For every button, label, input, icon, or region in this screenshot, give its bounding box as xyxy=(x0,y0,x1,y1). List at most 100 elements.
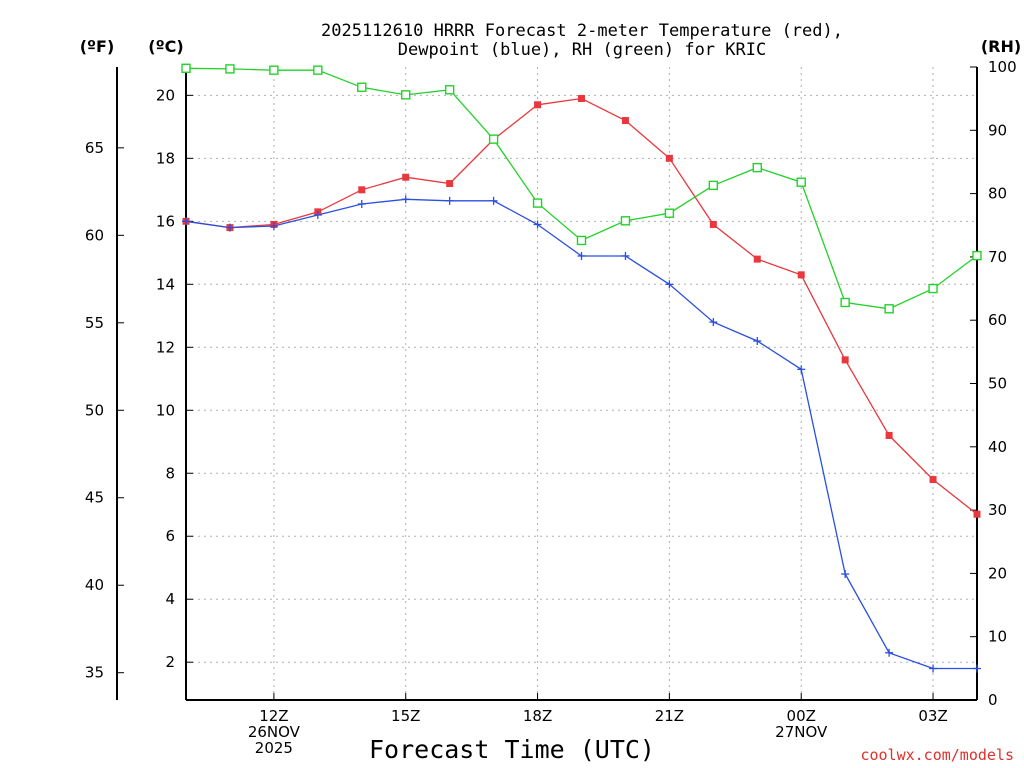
celsius-tick-label: 6 xyxy=(165,527,175,545)
x-tick-label: 26NOV xyxy=(248,723,301,741)
temperature-point xyxy=(402,173,410,181)
rh-tick-label: 60 xyxy=(988,311,1007,329)
dewpoint-point xyxy=(841,570,850,579)
fahrenheit-unit-label: (ºF) xyxy=(80,37,115,56)
temperature-point xyxy=(797,271,805,279)
celsius-tick-label: 8 xyxy=(165,464,175,482)
fahrenheit-tick-label: 45 xyxy=(85,489,104,507)
temperature-point xyxy=(709,220,717,228)
rh-tick-label: 80 xyxy=(988,185,1007,203)
dewpoint-point xyxy=(621,251,630,260)
rh-tick-label: 90 xyxy=(988,121,1007,139)
rh-tick-label: 100 xyxy=(988,58,1017,76)
temperature-point xyxy=(885,431,893,439)
dewpoint-point xyxy=(797,365,806,374)
celsius-tick-label: 16 xyxy=(156,212,175,230)
x-tick-label: 12Z xyxy=(259,707,288,725)
relative-humidity-point xyxy=(488,134,499,144)
dewpoint-point xyxy=(357,199,366,208)
relative-humidity-point xyxy=(181,63,191,73)
relative-humidity-point xyxy=(972,250,982,261)
relative-humidity-point xyxy=(928,283,938,294)
relative-humidity-point xyxy=(444,85,455,95)
temperature-point xyxy=(358,186,366,194)
temperature-point xyxy=(753,255,761,263)
relative-humidity-point xyxy=(357,82,367,92)
celsius-tick-label: 12 xyxy=(156,338,175,356)
celsius-tick-label: 2 xyxy=(165,653,175,671)
axes: 2 4 6 8 10 12 14 16 18 20 35 40 45 50 55 60 65 0 10 20 30 40 5… xyxy=(85,58,1017,757)
fahrenheit-tick-label: 50 xyxy=(85,401,104,419)
dewpoint-point xyxy=(489,196,498,205)
temperature-point xyxy=(621,117,629,125)
x-tick-label: 27NOV xyxy=(775,723,828,741)
x-tick-label: 21Z xyxy=(655,707,684,725)
relative-humidity-point xyxy=(620,216,631,226)
celsius-unit-label: (ºC) xyxy=(148,37,183,56)
celsius-tick-label: 10 xyxy=(156,401,175,419)
fahrenheit-tick-label: 40 xyxy=(85,576,104,594)
temperature-point xyxy=(841,356,849,364)
dewpoint-point xyxy=(445,196,454,205)
relative-humidity-point xyxy=(401,90,411,100)
dewpoint-point xyxy=(269,222,278,231)
temperature-point xyxy=(446,180,454,188)
dewpoint-point xyxy=(533,220,542,229)
rh-tick-label: 0 xyxy=(988,691,998,709)
rh-tick-label: 40 xyxy=(988,438,1007,456)
celsius-tick-label: 20 xyxy=(156,86,175,104)
x-tick-label: 15Z xyxy=(391,707,420,725)
temperature-point xyxy=(578,94,585,102)
relative-humidity-point xyxy=(225,64,235,74)
fahrenheit-tick-label: 55 xyxy=(85,314,104,332)
credit-link[interactable]: coolwx.com/models xyxy=(860,746,1014,764)
rh-tick-label: 50 xyxy=(988,375,1007,393)
rh-tick-label: 30 xyxy=(988,501,1007,519)
fahrenheit-tick-label: 60 xyxy=(85,226,104,244)
temperature-point xyxy=(973,510,981,518)
dewpoint-point xyxy=(929,664,938,673)
dewpoint-point xyxy=(665,280,674,289)
celsius-tick-label: 4 xyxy=(165,590,175,608)
dewpoint-point xyxy=(313,211,322,220)
relative-humidity-point xyxy=(313,65,323,75)
celsius-tick-label: 14 xyxy=(156,275,175,293)
dewpoint-point xyxy=(709,318,718,327)
relative-humidity-point xyxy=(269,65,279,75)
dewpoint-point xyxy=(401,195,410,204)
dewpoint-point xyxy=(973,664,981,673)
rh-tick-label: 70 xyxy=(988,248,1007,266)
relative-humidity-point xyxy=(532,198,543,208)
relative-humidity-point xyxy=(752,162,762,173)
rh-tick-label: 20 xyxy=(988,564,1007,582)
relative-humidity-point xyxy=(576,235,587,246)
relative-humidity-point xyxy=(796,177,806,187)
temperature-point xyxy=(665,154,673,162)
rh-tick-label: 10 xyxy=(988,628,1007,646)
fahrenheit-tick-label: 35 xyxy=(85,664,104,682)
x-tick-label: 2025 xyxy=(255,739,293,757)
dewpoint-point xyxy=(225,223,234,232)
temperature-point xyxy=(534,101,542,109)
fahrenheit-tick-label: 65 xyxy=(85,139,104,157)
x-tick-label: 00Z xyxy=(787,707,816,725)
dewpoint-line xyxy=(185,198,977,670)
dewpoint-point xyxy=(753,336,762,345)
relative-humidity-line xyxy=(185,67,978,310)
dewpoint-point xyxy=(885,648,894,657)
relative-humidity-point xyxy=(708,180,719,191)
x-tick-label: 18Z xyxy=(523,707,552,725)
dewpoint-point xyxy=(182,217,190,226)
dewpoint-point xyxy=(577,251,586,260)
temperature-point xyxy=(929,476,937,484)
relative-humidity-point xyxy=(840,297,850,308)
rh-unit-label: (RH) xyxy=(981,37,1021,56)
series-markers xyxy=(181,63,982,673)
x-tick-label: 03Z xyxy=(918,707,947,725)
chart-title-line1: 2025112610 HRRR Forecast 2-meter Tempera… xyxy=(321,21,843,41)
relative-humidity-point xyxy=(664,208,675,218)
temperature-line xyxy=(185,97,978,515)
relative-humidity-point xyxy=(884,304,894,314)
chart-title-line2: Dewpoint (blue), RH (green) for KRIC xyxy=(398,40,766,60)
